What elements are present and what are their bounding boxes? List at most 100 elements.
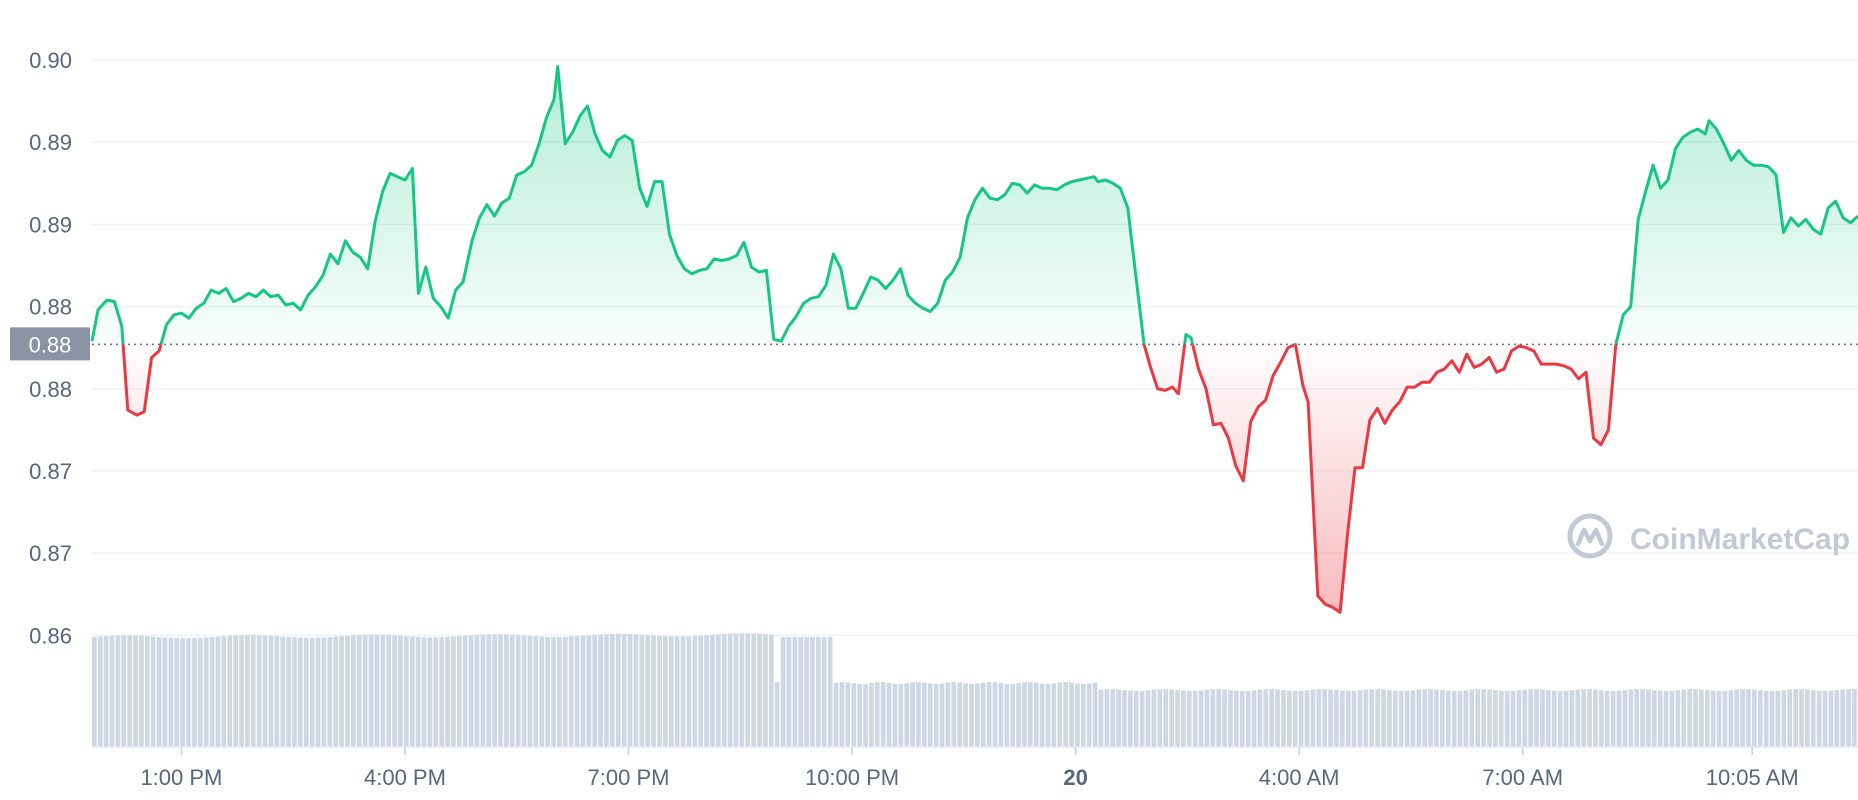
volume-bar [845,682,851,747]
volume-bar [1198,690,1204,747]
volume-bar [551,636,556,747]
volume-bar [527,635,533,747]
price-line-above [90,65,1858,345]
volume-bar [1810,690,1816,747]
volume-bar [786,637,792,747]
x-tick-label: 7:00 PM [588,765,670,790]
volume-bar [1475,689,1481,747]
volume-bar [1598,690,1604,747]
volume-bar [969,683,974,747]
x-tick-label: 4:00 PM [364,765,446,790]
volume-bar [545,636,550,747]
volume-bar [715,634,721,747]
volume-bar [1487,689,1492,747]
volume-bar [1746,689,1751,747]
volume-bar [1222,689,1227,747]
volume-bar [1445,690,1451,747]
volume-bar [309,637,315,747]
volume-bar [592,634,598,747]
volume-bar [209,637,215,747]
volume-bar [586,635,592,747]
volume-bar [456,636,462,747]
volume-bar [1151,689,1157,747]
volume-bar [821,637,827,747]
baseline-badge-label: 0.88 [29,332,72,357]
volume-bar [986,682,992,747]
volume-bar [356,634,362,747]
volume-bar [192,638,197,747]
volume-bar [1704,690,1710,747]
volume-bar [1239,690,1245,747]
volume-bar [409,636,415,747]
volume-bar [610,633,615,747]
volume-bar [1681,689,1687,747]
volume-bar [462,635,468,747]
volume-bar [1834,690,1840,747]
volume-bar [1440,690,1445,747]
volume-bar [680,636,686,747]
volume-bar [562,636,568,747]
volume-bar [1234,690,1239,747]
volume-bar [180,638,185,747]
x-tick-label: 7:00 AM [1482,765,1563,790]
volume-bar [568,636,574,747]
volume-bar [1345,690,1351,747]
volume-bar [1075,683,1080,747]
volume-bar [1634,689,1639,747]
volume-bar [1540,689,1545,747]
volume-bar [874,682,880,747]
volume-bar [521,635,527,747]
volume-bar [1204,689,1210,747]
volume-bar [1622,690,1628,747]
volume-bar [1528,689,1534,747]
volume-bar [392,635,397,747]
volume-bar [1816,690,1822,747]
y-tick-label: 0.86 [29,623,72,648]
volume-bar [433,637,439,747]
volume-bar [698,635,704,747]
volume-bar [1051,683,1057,747]
area-above-baseline [92,66,1858,345]
volume-bar [509,634,515,747]
volume-bar [1098,689,1104,747]
volume-bar [657,635,662,747]
volume-bar [1092,682,1098,747]
volume-bar [927,683,933,747]
volume-bar [1640,689,1645,747]
volume-bar [186,638,191,747]
volume-bar [733,633,739,747]
volume-bar [1169,689,1174,747]
volume-bar [1546,690,1551,747]
volume-bar [1139,690,1145,747]
volume-bar [1263,689,1269,747]
volume-bar [1228,690,1233,747]
volume-bar [1027,682,1033,747]
volume-bar [1828,690,1834,747]
volume-bar [951,682,957,747]
volume-bar [833,682,839,747]
volume-bar [645,635,651,747]
volume-bar [1781,690,1787,747]
volume-bar [639,634,645,747]
volume-bar [1504,690,1510,747]
y-tick-label: 0.87 [29,541,72,566]
volume-bar [721,633,727,747]
volume-bar [1110,689,1116,747]
volume-bar [1575,689,1581,747]
volume-bar [421,637,427,747]
volume-bar [1593,689,1598,747]
volume-bar [880,682,886,747]
volume-bar [1133,690,1139,747]
volume-bar [292,637,297,747]
volume-bar [945,682,951,747]
y-tick-label: 0.87 [29,459,72,484]
volume-bar [1063,682,1068,747]
volume-bar [980,682,986,747]
volume-bar [1669,690,1675,747]
volume-bar [869,682,874,747]
volume-bar [1604,690,1610,747]
volume-bar [150,636,156,747]
volume-bar [1693,689,1698,747]
volume-bar [1216,689,1222,747]
volume-bar [221,636,227,747]
